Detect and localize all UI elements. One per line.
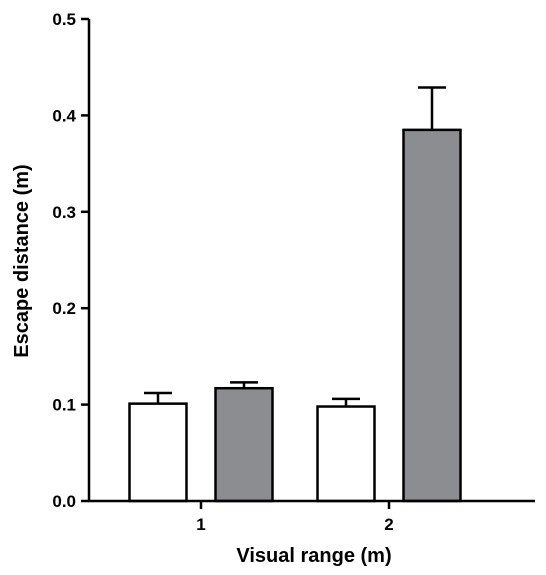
x-tick-label: 1 xyxy=(196,515,205,534)
bar xyxy=(128,402,188,503)
bar xyxy=(402,128,462,503)
y-axis-title: Escape distance (m) xyxy=(11,164,33,357)
chart-marks xyxy=(128,86,462,503)
bar xyxy=(214,386,274,503)
y-tick-label: 0.3 xyxy=(52,203,76,222)
y-axis-ticks: 0.0 0.1 0.2 0.3 0.4 0.5 xyxy=(52,10,89,511)
y-tick-label: 0.4 xyxy=(52,106,76,125)
x-axis-title: Visual range (m) xyxy=(236,545,391,567)
y-tick-label: 0.0 xyxy=(52,492,76,511)
y-tick-label: 0.1 xyxy=(52,396,76,415)
y-tick-label: 0.5 xyxy=(52,10,76,29)
bar xyxy=(316,405,376,503)
y-tick-label: 0.2 xyxy=(52,299,76,318)
x-tick-label: 2 xyxy=(384,515,393,534)
